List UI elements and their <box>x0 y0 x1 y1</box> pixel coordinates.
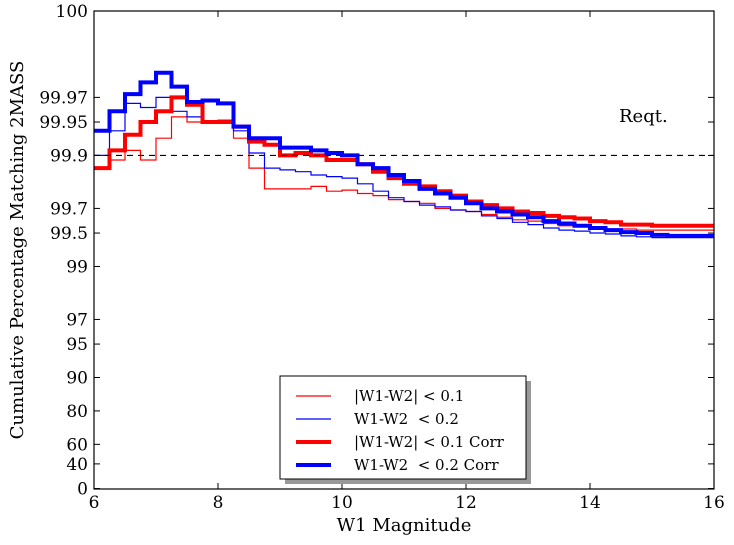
plot-area <box>94 70 714 239</box>
y-tick-label: 99.95 <box>39 113 88 133</box>
y-tick-label: 99.7 <box>50 199 88 219</box>
plot-frame <box>93 10 715 490</box>
legend-box <box>279 375 527 480</box>
y-tick-label: 0 <box>77 480 88 500</box>
axis-ticks: 6 8 10 12 14 16 100 99.97 99.95 99.9 99.7 99.5 99 97 9… <box>39 2 724 513</box>
series-line-3 <box>94 95 714 228</box>
x-tick-label: 6 <box>89 493 100 513</box>
legend: |W1-W2| < 0.1 W1-W2 < 0.2 |W1-W2| < 0.1 Co… <box>279 375 531 484</box>
y-tick-label: 99.97 <box>39 88 88 108</box>
y-tick-label: 97 <box>66 310 88 330</box>
reqt-annotation: Reqt. <box>94 106 714 157</box>
series-line-4 <box>94 70 714 238</box>
y-tick-label: 99.5 <box>50 224 88 244</box>
reqt-label: Reqt. <box>619 106 668 127</box>
y-tick-label: 100 <box>56 2 88 22</box>
series-line-2 <box>94 96 714 239</box>
x-tick-label: 12 <box>455 493 477 513</box>
y-tick-label: 80 <box>66 402 88 422</box>
x-tick-label: 14 <box>579 493 601 513</box>
legend-label: W1-W2 < 0.2 Corr <box>354 456 499 474</box>
legend-label: |W1-W2| < 0.1 <box>354 387 464 405</box>
legend-label: W1-W2 < 0.2 <box>354 410 459 428</box>
x-axis-title: W1 Magnitude <box>337 515 472 536</box>
y-tick-label: 90 <box>66 368 88 388</box>
y-tick-label: 99 <box>66 257 88 277</box>
y-tick-label: 95 <box>66 335 88 355</box>
y-tick-label: 99.9 <box>50 146 88 166</box>
y-tick-label: 60 <box>66 435 88 455</box>
legend-label: |W1-W2| < 0.1 Corr <box>354 433 505 451</box>
y-tick-label: 40 <box>66 455 88 475</box>
x-tick-label: 16 <box>703 493 725 513</box>
x-tick-label: 10 <box>331 493 353 513</box>
x-tick-label: 8 <box>213 493 224 513</box>
y-axis-title: Cumulative Percentage Matching 2MASS <box>7 61 28 440</box>
